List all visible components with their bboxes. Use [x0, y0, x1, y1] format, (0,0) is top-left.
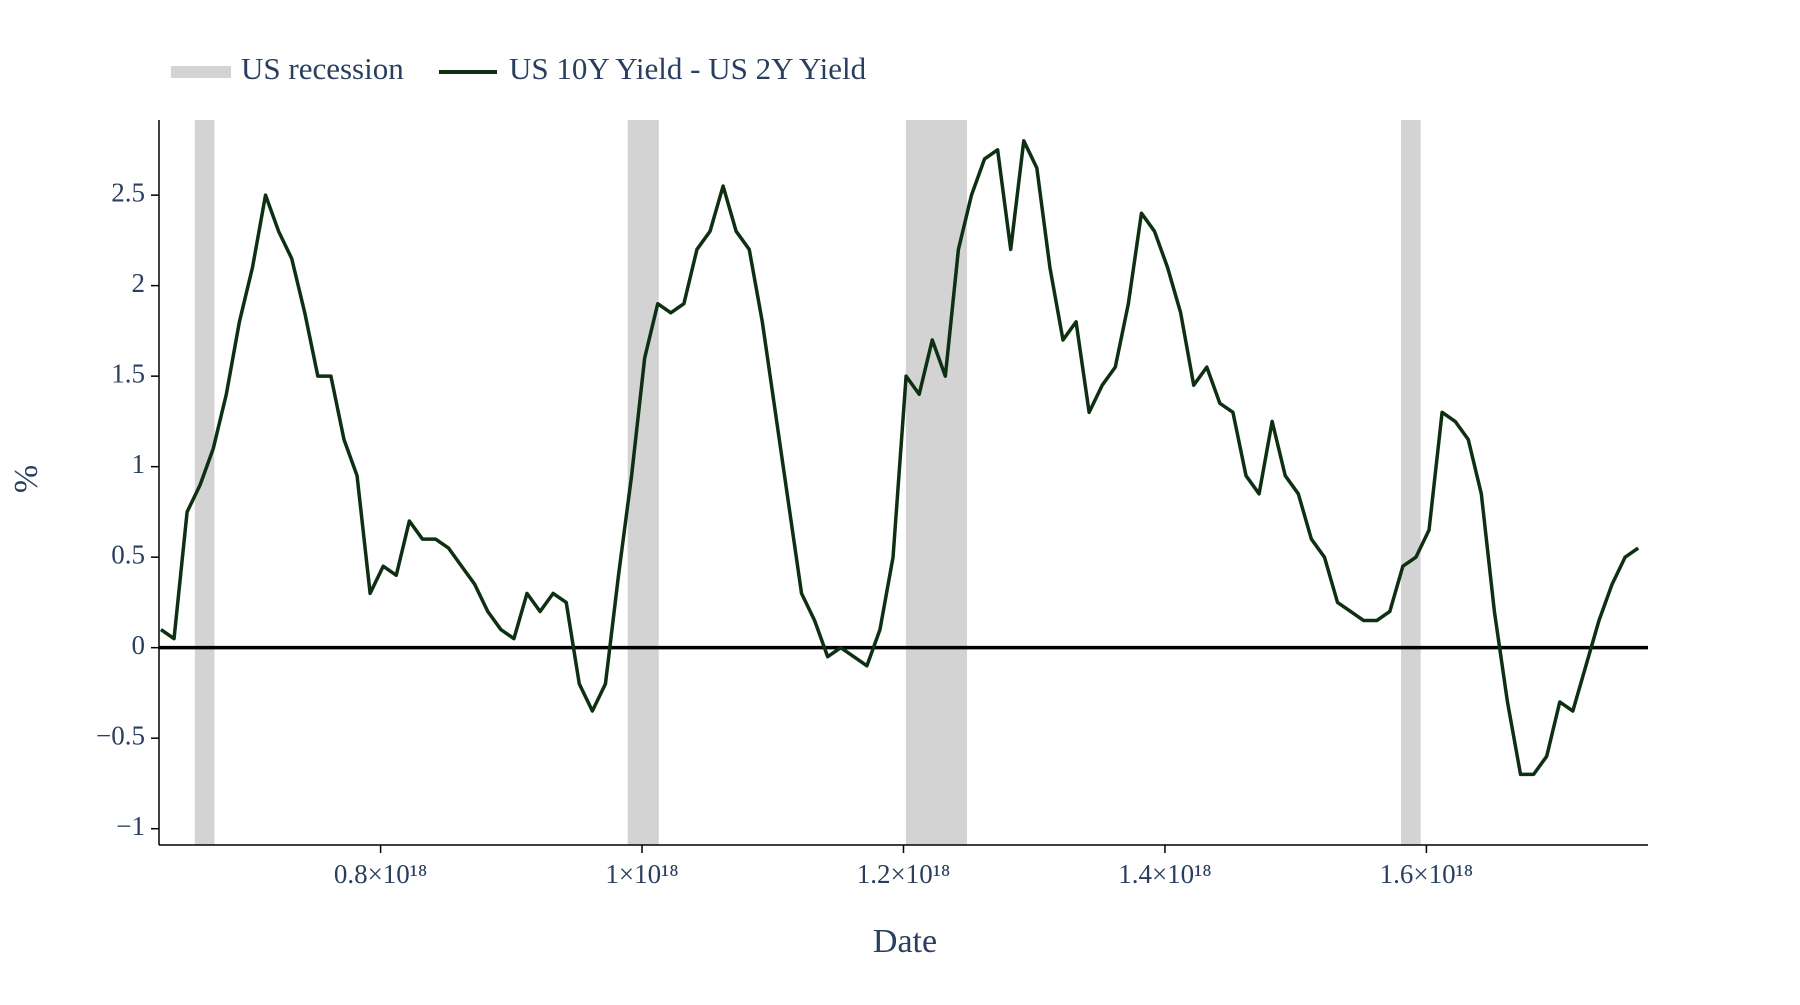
legend-swatch	[171, 66, 231, 78]
recession-band	[627, 120, 659, 845]
y-tick-label: 1.5	[111, 358, 145, 388]
x-tick-label: 1.6×10¹⁸	[1380, 859, 1474, 889]
recession-band	[905, 120, 968, 845]
y-tick-label: 2.5	[111, 177, 145, 207]
y-axis-title: %	[8, 465, 45, 493]
y-tick-label: 1	[132, 449, 146, 479]
y-tick-label: 0	[132, 630, 146, 660]
recession-band	[194, 120, 215, 845]
y-tick-label: −1	[116, 811, 145, 841]
y-tick-label: 0.5	[111, 539, 145, 569]
recession-band	[1401, 120, 1421, 845]
x-tick-label: 0.8×10¹⁸	[334, 859, 428, 889]
y-tick-label: 2	[132, 268, 146, 298]
legend-label: US 10Y Yield - US 2Y Yield	[509, 51, 867, 86]
x-tick-label: 1.2×10¹⁸	[857, 859, 951, 889]
data-line	[159, 139, 1640, 777]
x-axis-title: Date	[873, 923, 937, 960]
x-tick-label: 1×10¹⁸	[605, 859, 678, 889]
x-tick-label: 1.4×10¹⁸	[1118, 859, 1212, 889]
y-tick-label: −0.5	[96, 720, 145, 750]
legend-label: US recession	[241, 51, 404, 86]
